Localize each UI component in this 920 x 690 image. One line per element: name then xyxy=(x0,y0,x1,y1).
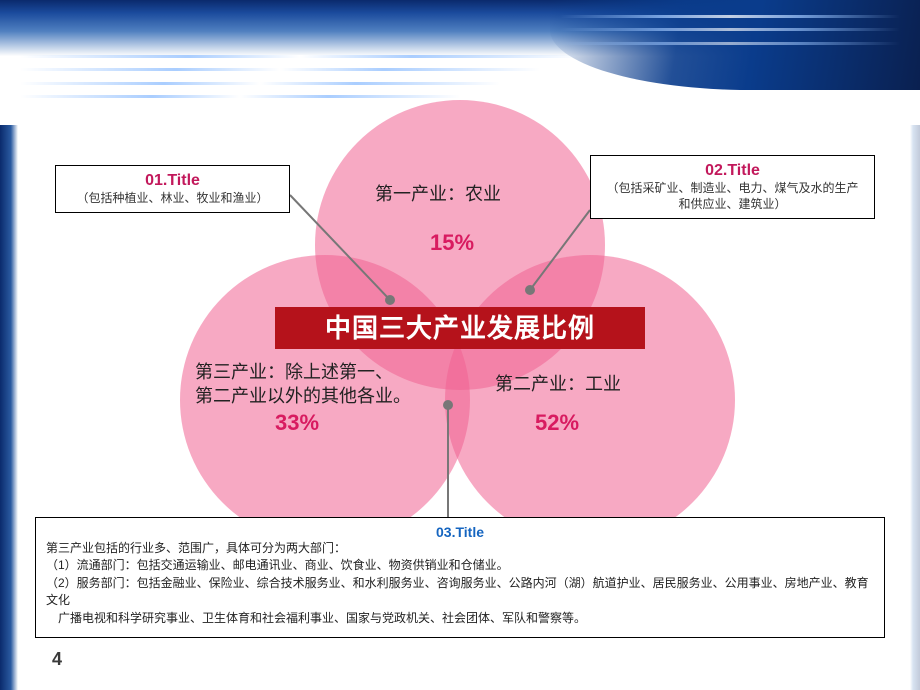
slide: 01.Title （包括种植业、林业、牧业和渔业） 02.Title （包括采矿… xyxy=(0,0,920,690)
callout-01-desc: （包括种植业、林业、牧业和渔业） xyxy=(66,190,279,206)
venn-circle-3 xyxy=(445,255,735,545)
callout-02: 02.Title （包括采矿业、制造业、电力、煤气及水的生产和供应业、建筑业） xyxy=(590,155,875,219)
circle-1-percent: 15% xyxy=(430,230,474,256)
circle-3-label: 第二产业：工业 xyxy=(495,370,621,396)
banner-stripe xyxy=(560,15,900,18)
banner-stripe xyxy=(560,28,900,31)
callout-02-desc: （包括采矿业、制造业、电力、煤气及水的生产和供应业、建筑业） xyxy=(601,180,864,212)
page-number: 4 xyxy=(52,649,62,670)
circle-2-percent: 33% xyxy=(275,410,319,436)
callout-01: 01.Title （包括种植业、林业、牧业和渔业） xyxy=(55,165,290,213)
banner-stripe xyxy=(20,95,460,98)
banner-stripe xyxy=(20,68,540,71)
callout-01-title: 01.Title xyxy=(66,172,279,190)
banner-stripe xyxy=(20,55,580,58)
banner-stripe xyxy=(20,82,500,85)
callout-03: 03.Title 第三产业包括的行业多、范围广，具体可分为两大部门：（1）流通部… xyxy=(35,517,885,638)
callout-03-body: 第三产业包括的行业多、范围广，具体可分为两大部门：（1）流通部门：包括交通运输业… xyxy=(46,540,874,627)
circle-2-label: 第三产业：除上述第一、第二产业以外的其他各业。 xyxy=(195,360,440,409)
callout-03-title: 03.Title xyxy=(46,524,874,540)
center-title: 中国三大产业发展比例 xyxy=(275,307,645,349)
circle-3-percent: 52% xyxy=(535,410,579,436)
banner-stripe xyxy=(560,42,900,45)
callout-02-title: 02.Title xyxy=(601,162,864,180)
circle-1-label: 第一产业：农业 xyxy=(375,180,501,206)
